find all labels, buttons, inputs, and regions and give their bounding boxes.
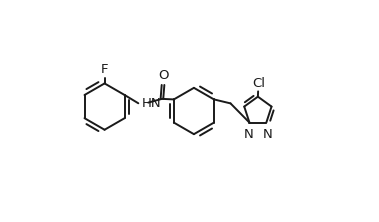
Text: N: N	[243, 128, 253, 141]
Text: N: N	[263, 128, 273, 141]
Text: F: F	[101, 63, 108, 76]
Text: Cl: Cl	[252, 77, 265, 90]
Text: O: O	[158, 69, 168, 82]
Text: HN: HN	[142, 97, 162, 110]
